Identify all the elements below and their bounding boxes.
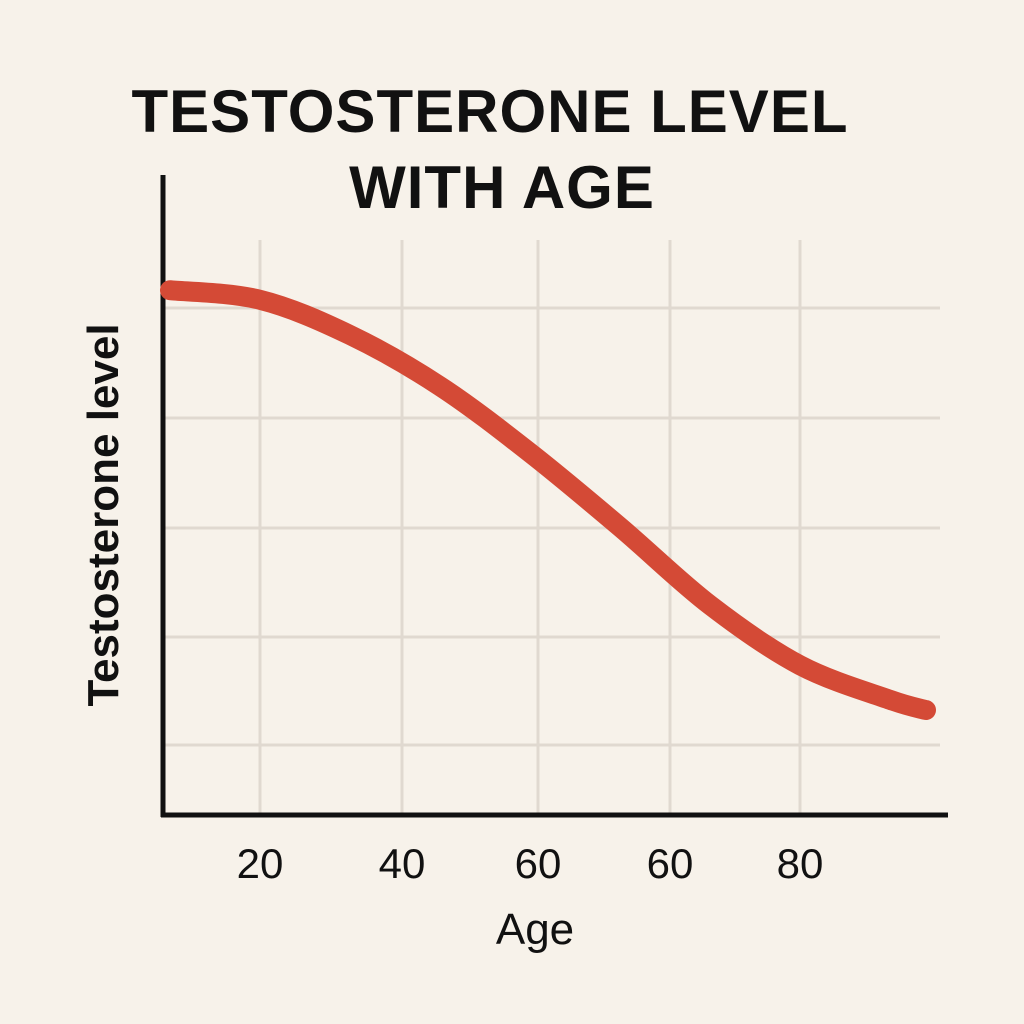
x-tick-label: 80 <box>777 840 824 887</box>
chart-title-line2: WITH AGE <box>349 154 655 221</box>
x-tick-label: 20 <box>237 840 284 887</box>
x-tick-label: 60 <box>515 840 562 887</box>
chart-title-line1: TESTOSTERONE LEVEL <box>131 78 849 145</box>
x-axis-label: Age <box>495 905 575 954</box>
x-tick-label: 40 <box>379 840 426 887</box>
y-axis-label: Testosterone level <box>79 323 128 707</box>
series-line <box>160 280 936 721</box>
x-tick-label: 60 <box>647 840 694 887</box>
